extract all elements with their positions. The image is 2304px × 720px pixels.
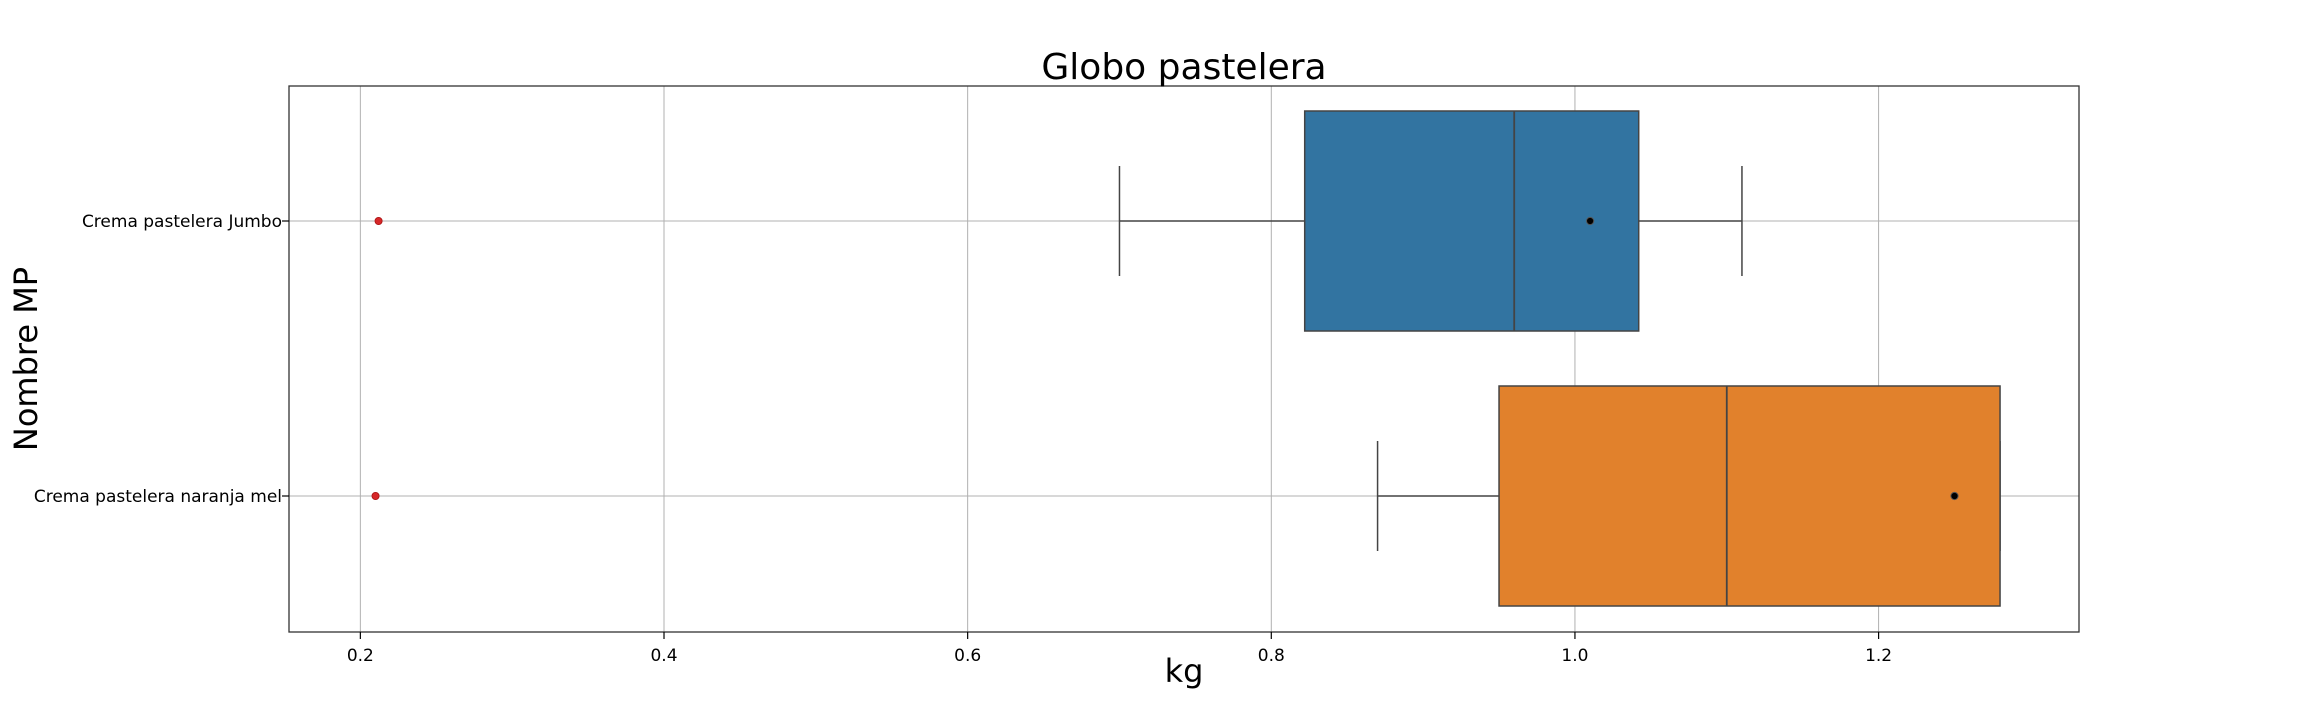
box-group — [371, 385, 2001, 607]
outlier-point — [374, 216, 383, 225]
box-iqr — [1498, 385, 2001, 607]
box-group — [374, 110, 1743, 332]
category-label: Crema pastelera Jumbo — [82, 212, 282, 232]
x-tick-label: 1.0 — [1561, 646, 1588, 666]
x-axis-title: kg — [1165, 652, 1204, 690]
y-axis-title: Nombre MP — [7, 267, 45, 451]
x-tick-label: 0.8 — [1258, 646, 1285, 666]
x-tick-label: 0.6 — [954, 646, 981, 666]
outlier-point — [371, 491, 380, 500]
x-tick-label: 1.2 — [1865, 646, 1892, 666]
mean-marker — [1950, 491, 1959, 501]
category-label: Crema pastelera naranja mel — [34, 487, 282, 507]
x-tick-label: 0.2 — [347, 646, 374, 666]
plot-frame — [288, 85, 2080, 633]
mean-marker — [1586, 216, 1595, 226]
box-iqr — [1303, 110, 1640, 332]
tick-layer: 0.2 0.4 0.6 0.8 1.0 1.2 Crema pastelera Jumbo C… — [34, 212, 1892, 666]
x-tick-label: 0.4 — [650, 646, 677, 666]
chart-title: Globo pastelera — [1041, 47, 1326, 88]
box-layer — [371, 110, 2001, 607]
